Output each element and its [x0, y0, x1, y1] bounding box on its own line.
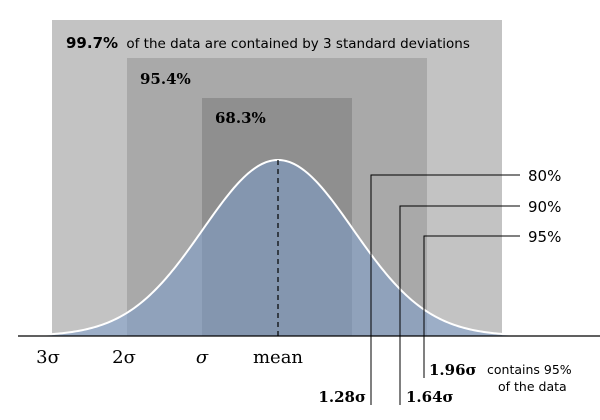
axis-label-mean: mean	[253, 347, 303, 368]
callout-80-leader	[370, 174, 520, 405]
callout-80-percent: 80%	[528, 167, 561, 185]
band-three-sd-percent: 99.7%	[66, 34, 118, 52]
callout-80-value: 1.28σ	[318, 388, 366, 406]
band-one-sd-label: 68.3%	[215, 109, 266, 127]
bell-curve-outline	[17, 158, 541, 337]
callout-90-value: 1.64σ	[406, 388, 454, 406]
callout-95-value: 1.96σ	[429, 361, 477, 379]
band-three-sd-label: 99.7% of the data are contained by 3 sta…	[66, 34, 470, 52]
axis-label-sigma: σ	[196, 347, 209, 368]
callout-95-note-line1: contains 95%	[487, 362, 572, 377]
callout-90-leader	[399, 205, 520, 405]
band-three-sd-text: of the data are contained by 3 standard …	[126, 36, 470, 52]
callout-95-leader	[423, 235, 520, 378]
callout-95-percent: 95%	[528, 228, 561, 246]
callout-90-percent: 90%	[528, 198, 561, 216]
axis-label-three-sigma: 3σ	[36, 347, 60, 368]
bell-curve-area	[18, 160, 540, 336]
band-two-sd-label: 95.4%	[140, 70, 191, 88]
callout-95-note-line2: of the data	[498, 379, 567, 394]
axis-label-two-sigma: 2σ	[112, 347, 136, 368]
